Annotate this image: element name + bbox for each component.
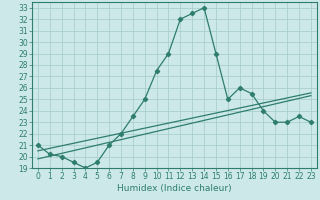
X-axis label: Humidex (Indice chaleur): Humidex (Indice chaleur) [117, 184, 232, 193]
